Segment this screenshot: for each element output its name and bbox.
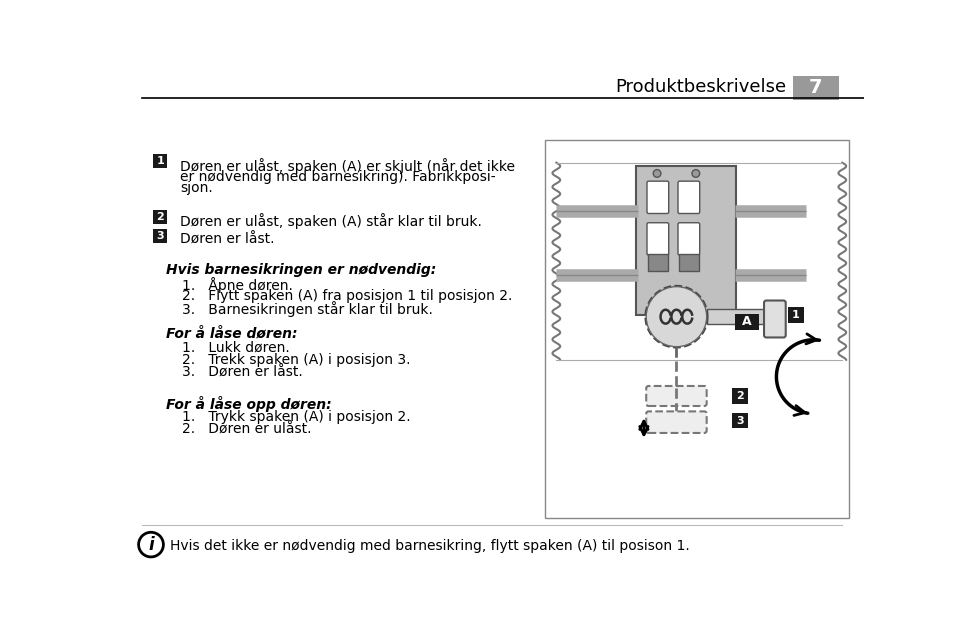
FancyBboxPatch shape (707, 309, 767, 324)
Text: 3: 3 (736, 415, 744, 426)
Text: A: A (742, 315, 752, 328)
Circle shape (653, 169, 660, 177)
Text: 2: 2 (156, 211, 164, 222)
FancyBboxPatch shape (735, 315, 758, 330)
FancyBboxPatch shape (544, 140, 849, 519)
Text: 3.   Døren er låst.: 3. Døren er låst. (182, 365, 302, 379)
Text: Døren er låst.: Døren er låst. (180, 233, 275, 247)
FancyBboxPatch shape (154, 210, 167, 224)
Text: 2.   Døren er ulåst.: 2. Døren er ulåst. (182, 422, 311, 436)
FancyBboxPatch shape (646, 386, 707, 406)
Text: i: i (148, 536, 154, 554)
FancyBboxPatch shape (793, 76, 839, 99)
Text: Døren er ulåst, spaken (A) er skjult (når det ikke: Døren er ulåst, spaken (A) er skjult (nå… (180, 158, 516, 174)
Circle shape (138, 533, 163, 557)
FancyBboxPatch shape (732, 389, 748, 404)
Text: Hvis det ikke er nødvendig med barnesikring, flytt spaken (A) til posison 1.: Hvis det ikke er nødvendig med barnesikr… (170, 539, 690, 553)
Text: 3: 3 (156, 231, 164, 241)
FancyBboxPatch shape (636, 166, 736, 315)
FancyBboxPatch shape (678, 181, 700, 213)
FancyBboxPatch shape (648, 254, 668, 271)
Text: 3.   Barnesikringen står klar til bruk.: 3. Barnesikringen står klar til bruk. (182, 301, 433, 317)
Circle shape (692, 169, 700, 177)
Text: Produktbeskrivelse: Produktbeskrivelse (615, 78, 786, 96)
Text: For å låse døren:: For å låse døren: (166, 327, 298, 341)
Text: sjon.: sjon. (180, 181, 213, 195)
Text: Hvis barnesikringen er nødvendig:: Hvis barnesikringen er nødvendig: (166, 263, 437, 277)
FancyBboxPatch shape (679, 254, 699, 271)
Text: 2.   Flytt spaken (A) fra posisjon 1 til posisjon 2.: 2. Flytt spaken (A) fra posisjon 1 til p… (182, 289, 513, 303)
Circle shape (646, 287, 707, 347)
FancyBboxPatch shape (788, 308, 804, 323)
FancyBboxPatch shape (764, 301, 785, 338)
Text: For å låse opp døren:: For å låse opp døren: (166, 396, 332, 412)
FancyBboxPatch shape (678, 223, 700, 255)
FancyBboxPatch shape (732, 413, 748, 428)
Text: Døren er ulåst, spaken (A) står klar til bruk.: Døren er ulåst, spaken (A) står klar til… (180, 213, 482, 229)
Text: 2: 2 (736, 391, 744, 401)
Text: 1.   Trykk spaken (A) i posisjon 2.: 1. Trykk spaken (A) i posisjon 2. (182, 410, 411, 424)
Text: 1: 1 (156, 156, 164, 166)
Text: 1.   Åpne døren.: 1. Åpne døren. (182, 276, 293, 292)
FancyBboxPatch shape (647, 181, 669, 213)
Text: 1: 1 (792, 310, 800, 320)
FancyBboxPatch shape (647, 223, 669, 255)
FancyBboxPatch shape (154, 229, 167, 243)
FancyBboxPatch shape (646, 412, 707, 433)
Text: 2.   Trekk spaken (A) i posisjon 3.: 2. Trekk spaken (A) i posisjon 3. (182, 353, 411, 367)
FancyBboxPatch shape (154, 154, 167, 168)
Text: 1.   Lukk døren.: 1. Lukk døren. (182, 341, 290, 355)
Text: 7: 7 (809, 78, 823, 97)
Text: er nødvendig med barnesikring). Fabrikkposi-: er nødvendig med barnesikring). Fabrikkp… (180, 169, 496, 183)
